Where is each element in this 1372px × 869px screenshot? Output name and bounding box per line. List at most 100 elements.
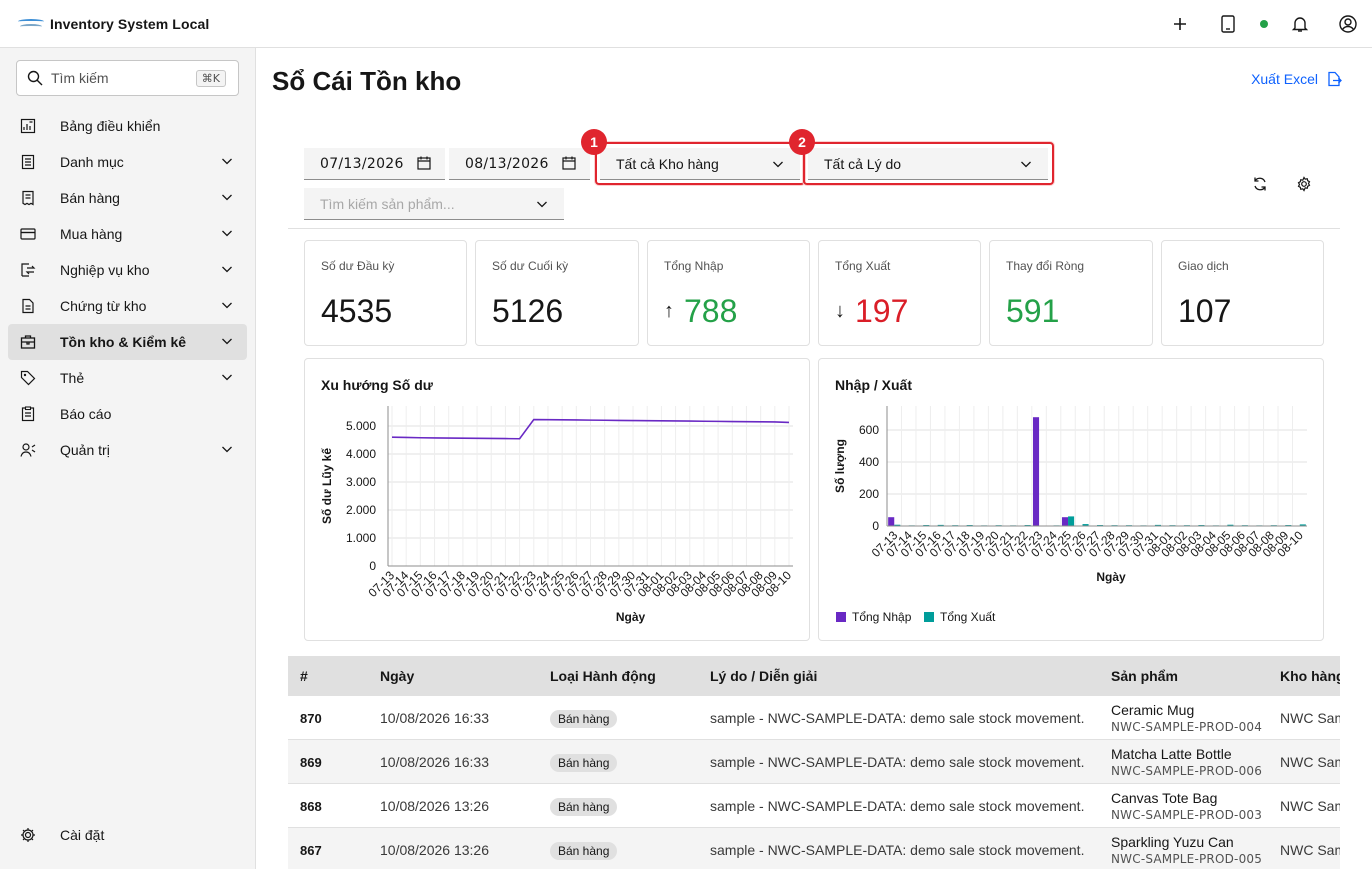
table-row[interactable]: 867 10/08/2026 13:26 Bán hàng sample - NWC-… bbox=[288, 828, 1340, 869]
column-header[interactable]: Kho hàng bbox=[1280, 668, 1340, 684]
product-name[interactable]: Canvas Tote Bag bbox=[1111, 790, 1218, 806]
row-date: 10/08/2026 16:33 bbox=[380, 754, 489, 770]
date-to-input[interactable]: 08/13/2026 bbox=[449, 148, 590, 180]
row-reason: sample - NWC-SAMPLE-DATA: demo sale stoc… bbox=[710, 754, 1085, 770]
bar-xuat bbox=[1068, 516, 1075, 526]
table-row[interactable]: 870 10/08/2026 16:33 Bán hàng sample - NWC-… bbox=[288, 696, 1340, 740]
user-avatar-icon[interactable] bbox=[1324, 0, 1372, 48]
notification-bell-icon[interactable] bbox=[1276, 0, 1324, 48]
export-icon bbox=[1328, 71, 1342, 87]
x-axis-label: Ngày bbox=[1096, 570, 1126, 584]
product-search-select[interactable]: Tìm kiếm sản phẩm... bbox=[304, 188, 564, 220]
sidebar-item-label: Chứng từ kho bbox=[60, 298, 147, 314]
warehouse-select[interactable]: Tất cả Kho hàng bbox=[600, 148, 800, 180]
sidebar-item-inventory[interactable]: Tồn kho & Kiểm kê bbox=[8, 324, 247, 360]
in-out-svg: 020040060007-1307-1407-1507-1607-1707-18… bbox=[833, 406, 1307, 624]
stat-card-total-out: Tổng Xuất ↓ 197 bbox=[818, 240, 981, 346]
step-badge-2: 2 bbox=[789, 129, 815, 155]
chevron-down-icon bbox=[222, 374, 232, 381]
action-tag: Bán hàng bbox=[550, 842, 618, 860]
app-logo-icon bbox=[18, 17, 44, 31]
y-tick-label: 600 bbox=[859, 423, 879, 437]
settings-button[interactable] bbox=[1288, 168, 1320, 200]
stat-card-transactions: Giao dịch 107 bbox=[1161, 240, 1324, 346]
sidebar-item-settings[interactable]: Cài đặt bbox=[8, 817, 247, 853]
sidebar-item-label: Mua hàng bbox=[60, 226, 123, 242]
column-header[interactable]: Sản phẩm bbox=[1111, 668, 1178, 684]
dashboard-icon bbox=[20, 118, 36, 134]
product-name[interactable]: Ceramic Mug bbox=[1111, 702, 1195, 718]
chevron-down-icon bbox=[222, 302, 232, 309]
sidebar-item-reports[interactable]: Báo cáo bbox=[8, 396, 247, 432]
product-name[interactable]: Sparkling Yuzu Can bbox=[1111, 834, 1234, 850]
add-icon[interactable] bbox=[1156, 0, 1204, 48]
row-reason: sample - NWC-SAMPLE-DATA: demo sale stoc… bbox=[710, 842, 1085, 858]
sidebar-item-tags[interactable]: Thẻ bbox=[8, 360, 247, 396]
sidebar-search-input[interactable]: Tìm kiếm ⌘K bbox=[16, 60, 239, 96]
bar-xuat bbox=[894, 524, 901, 526]
column-header[interactable]: Lý do / Diễn giải bbox=[710, 668, 818, 684]
report-icon bbox=[20, 406, 36, 422]
chevron-down-icon bbox=[222, 446, 232, 453]
sidebar-item-label: Thẻ bbox=[60, 370, 85, 386]
y-tick-label: 400 bbox=[859, 455, 879, 469]
chevron-down-icon bbox=[222, 194, 232, 201]
chevron-down-icon bbox=[222, 158, 232, 165]
y-tick-label: 0 bbox=[369, 559, 376, 573]
stat-value: 107 bbox=[1178, 293, 1232, 329]
step-badge-1: 1 bbox=[581, 129, 607, 155]
sidebar-item-sales[interactable]: Bán hàng bbox=[8, 180, 247, 216]
date-from-input[interactable]: 07/13/2026 bbox=[304, 148, 445, 180]
reason-select[interactable]: Tất cả Lý do bbox=[808, 148, 1048, 180]
column-header[interactable]: Loại Hành động bbox=[550, 668, 656, 684]
sidebar-item-documents[interactable]: Chứng từ kho bbox=[8, 288, 247, 324]
bar-nhap bbox=[888, 517, 895, 526]
row-date: 10/08/2026 13:26 bbox=[380, 842, 489, 858]
row-warehouse: NWC Sam bbox=[1280, 798, 1340, 814]
action-tag: Bán hàng bbox=[550, 710, 618, 728]
refresh-button[interactable] bbox=[1244, 168, 1276, 200]
sidebar-item-label: Báo cáo bbox=[60, 406, 112, 422]
device-icon[interactable] bbox=[1204, 0, 1252, 48]
sidebar-item-purchase[interactable]: Mua hàng bbox=[8, 216, 247, 252]
stat-label: Giao dịch bbox=[1178, 259, 1229, 273]
y-tick-label: 200 bbox=[859, 487, 879, 501]
y-tick-label: 3.000 bbox=[346, 475, 376, 489]
sidebar-item-catalog[interactable]: Danh mục bbox=[8, 144, 247, 180]
row-warehouse: NWC Sam bbox=[1280, 754, 1340, 770]
stat-value: 591 bbox=[1006, 293, 1060, 329]
calendar-icon[interactable] bbox=[562, 156, 576, 170]
inventory-box-icon bbox=[20, 334, 36, 350]
product-sku: NWC-SAMPLE-PROD-006 bbox=[1111, 764, 1263, 778]
transfer-icon bbox=[20, 262, 36, 278]
sidebar-item-admin[interactable]: Quản trị bbox=[8, 432, 247, 468]
page-title: Sổ Cái Tồn kho bbox=[272, 66, 462, 96]
y-tick-label: 2.000 bbox=[346, 503, 376, 517]
chevron-down-icon bbox=[537, 201, 547, 208]
action-tag: Bán hàng bbox=[550, 798, 618, 816]
arrow-up-icon: ↑ bbox=[664, 300, 674, 322]
row-warehouse: NWC Sam bbox=[1280, 842, 1340, 858]
product-name[interactable]: Matcha Latte Bottle bbox=[1111, 746, 1232, 762]
column-header[interactable]: Ngày bbox=[380, 668, 415, 684]
sidebar-item-dashboard[interactable]: Bảng điều khiển bbox=[8, 108, 247, 144]
y-tick-label: 1.000 bbox=[346, 531, 376, 545]
calendar-icon[interactable] bbox=[417, 156, 431, 170]
table-row[interactable]: 869 10/08/2026 16:33 Bán hàng sample - NWC-… bbox=[288, 740, 1340, 784]
date-to-value: 08/13/2026 bbox=[465, 155, 549, 172]
y-tick-label: 5.000 bbox=[346, 419, 376, 433]
table-row[interactable]: 868 10/08/2026 13:26 Bán hàng sample - NWC-… bbox=[288, 784, 1340, 828]
stat-label: Tổng Xuất bbox=[835, 259, 891, 273]
reason-highlight bbox=[803, 142, 1054, 185]
y-tick-label: 4.000 bbox=[346, 447, 376, 461]
y-axis-label: Số lượng bbox=[833, 439, 847, 493]
export-excel-link[interactable]: Xuất Excel bbox=[1251, 71, 1342, 87]
stat-card-net-change: Thay đổi Ròng 591 bbox=[989, 240, 1153, 346]
stat-label: Thay đổi Ròng bbox=[1006, 259, 1085, 273]
x-axis-label: Ngày bbox=[616, 610, 646, 624]
sidebar-item-warehouse-ops[interactable]: Nghiệp vụ kho bbox=[8, 252, 247, 288]
refresh-icon bbox=[1254, 177, 1266, 191]
column-header[interactable]: # bbox=[300, 668, 308, 684]
catalog-icon bbox=[20, 154, 36, 170]
bar-xuat bbox=[1227, 524, 1234, 526]
